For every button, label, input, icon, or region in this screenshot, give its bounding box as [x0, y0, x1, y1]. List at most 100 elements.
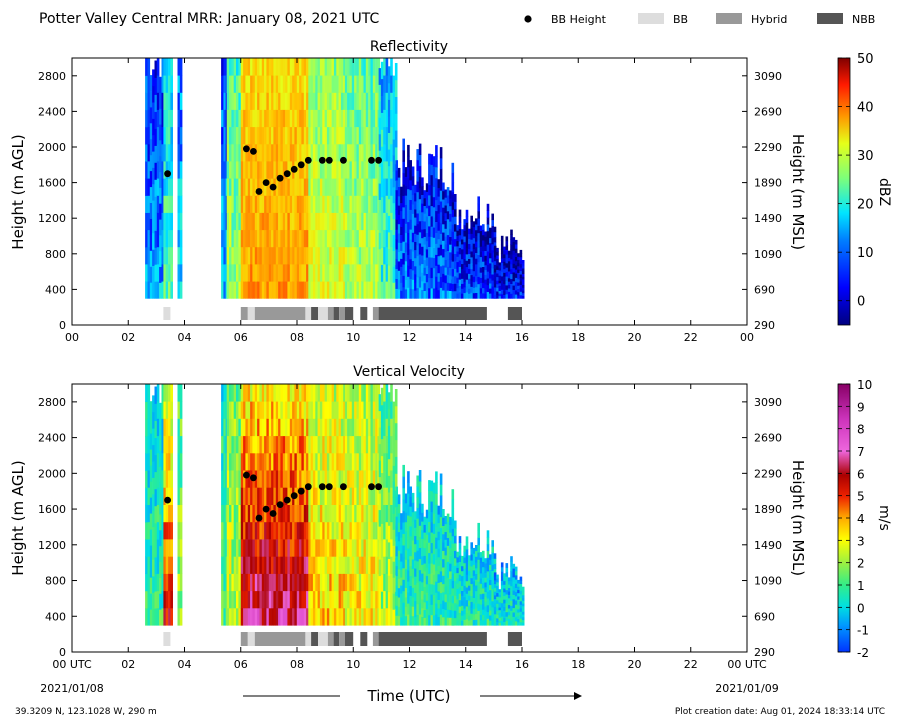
echo-cell — [275, 504, 279, 523]
echo-cell — [442, 265, 445, 274]
echo-cell — [411, 232, 415, 243]
echo-cell — [416, 529, 419, 541]
echo-cell — [458, 215, 462, 223]
echo-cell — [245, 143, 248, 162]
echo-cell — [347, 161, 350, 179]
echo-cell — [257, 608, 260, 626]
echo-cell — [319, 246, 323, 265]
echo-cell — [418, 603, 422, 615]
echo-cell — [315, 556, 318, 574]
echo-cell — [365, 539, 369, 557]
echo-cell — [484, 293, 487, 299]
echo-cell — [510, 605, 513, 611]
echo-cell — [259, 435, 262, 454]
echo-cell — [503, 595, 506, 600]
echo-cell — [383, 143, 386, 162]
echo-cell — [312, 401, 316, 419]
echo-cell — [449, 259, 452, 268]
echo-cell — [315, 384, 318, 402]
echo-cell — [161, 418, 165, 437]
echo-cell — [326, 521, 330, 540]
echo-cell — [361, 573, 364, 592]
echo-cell — [449, 516, 452, 525]
echo-cell — [163, 608, 166, 626]
echo-cell — [454, 231, 457, 240]
echo-cell — [456, 614, 459, 621]
echo-cell — [223, 418, 226, 437]
echo-cell — [233, 521, 237, 540]
echo-cell — [472, 608, 476, 615]
echo-cell — [421, 521, 424, 531]
echo-cell — [468, 238, 471, 244]
echo-cell — [402, 590, 405, 603]
echo-cell — [268, 487, 272, 505]
echo-cell — [319, 608, 323, 626]
echo-cell — [285, 452, 288, 471]
echo-cell — [458, 618, 462, 626]
echo-cell — [493, 264, 497, 269]
echo-cell — [226, 264, 230, 282]
echo-cell — [503, 606, 506, 611]
echo-cell — [257, 109, 260, 128]
echo-cell — [240, 487, 244, 505]
echo-cell — [324, 470, 328, 488]
echo-cell — [312, 281, 316, 299]
echo-cell — [392, 139, 396, 156]
echo-cell — [456, 246, 459, 252]
echo-cell — [264, 264, 267, 282]
echo-cell — [282, 384, 286, 402]
echo-cell — [312, 470, 316, 488]
echo-cell — [292, 143, 295, 162]
echo-cell — [378, 281, 382, 299]
echo-cell — [461, 288, 464, 294]
echo-cell — [380, 230, 384, 248]
echo-cell — [435, 265, 438, 277]
echo-cell — [375, 58, 378, 76]
echo-cell — [390, 573, 393, 592]
echo-cell — [266, 470, 269, 488]
echo-cell — [375, 556, 378, 574]
echo-cell — [245, 573, 248, 592]
echo-cell — [421, 272, 424, 282]
echo-cell — [285, 75, 288, 93]
echo-cell — [446, 218, 450, 228]
bb-height-point — [250, 148, 257, 155]
echo-cell — [437, 548, 441, 558]
echo-cell — [294, 401, 297, 419]
echo-cell — [229, 58, 232, 76]
echo-cell — [423, 228, 427, 237]
echo-cell — [458, 567, 462, 575]
echo-cell — [482, 588, 485, 594]
echo-cell — [223, 470, 226, 488]
echo-cell — [292, 556, 295, 574]
x-tick-label: 06 — [234, 331, 248, 344]
echo-cell — [163, 229, 166, 248]
echo-cell — [324, 75, 328, 93]
echo-cell — [409, 199, 412, 210]
echo-cell — [392, 449, 396, 466]
reflectivity-panel: Reflectivity 00 02 04 06 08 10 12 14 16 18 20 22 000… — [9, 39, 892, 344]
echo-cell — [425, 249, 429, 258]
echo-cell — [365, 384, 369, 402]
echo-cell — [306, 401, 309, 419]
echo-cell — [397, 615, 401, 626]
echo-cell — [268, 212, 272, 231]
echo-cell — [229, 143, 232, 162]
echo-cell — [414, 568, 417, 577]
echo-cell — [161, 521, 165, 540]
echo-cell — [252, 504, 255, 523]
echo-cell — [257, 143, 260, 162]
echo-cell — [340, 418, 344, 437]
echo-cell — [310, 143, 314, 162]
echo-cell — [380, 61, 384, 80]
echo-cell — [349, 212, 353, 231]
echo-cell — [468, 258, 471, 264]
echo-cell — [400, 513, 403, 522]
echo-cell — [308, 418, 311, 437]
echo-cell — [439, 527, 443, 539]
echo-cell — [287, 470, 290, 488]
echo-cell — [458, 548, 462, 556]
echo-cell — [226, 178, 230, 196]
echo-cell — [243, 161, 246, 179]
